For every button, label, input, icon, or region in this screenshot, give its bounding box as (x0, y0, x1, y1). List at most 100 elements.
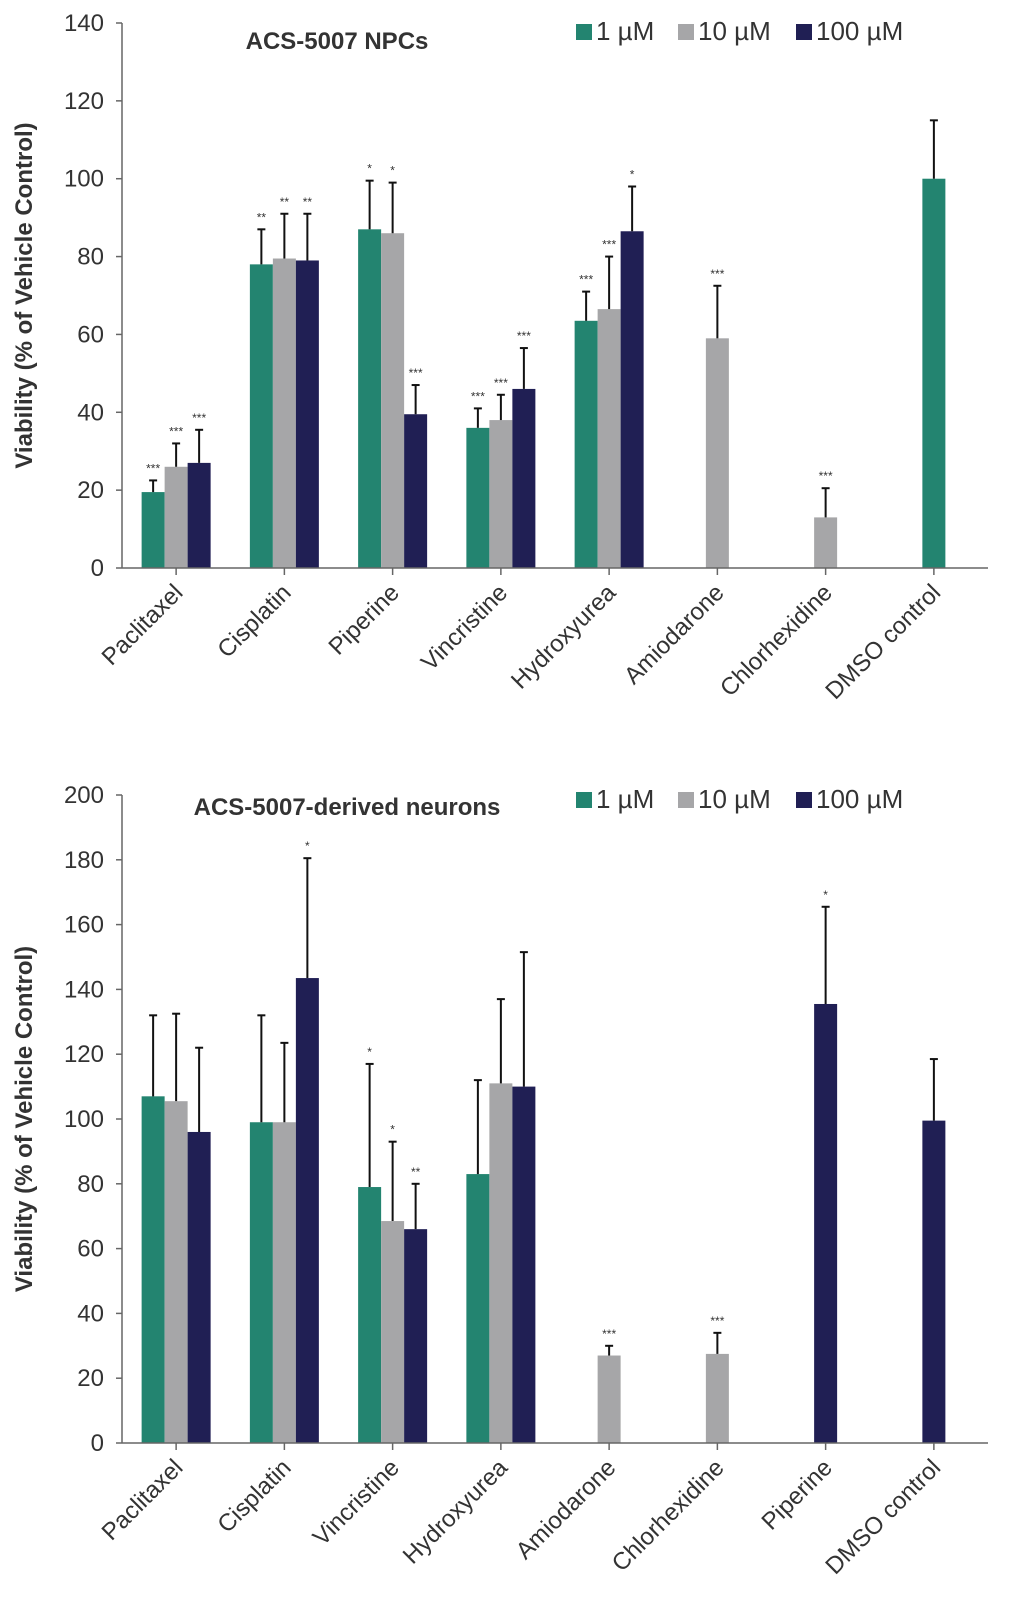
neuron-viability-chart: 0 20 40 60 80 100 120 140 160 180 200 Viability (% … (11, 782, 988, 1580)
y-tick-label: 40 (77, 1300, 104, 1327)
x-tick-label: Hydroxyurea (506, 579, 622, 695)
bar (404, 414, 428, 568)
significance-label: *** (494, 376, 508, 390)
legend-label: 10 µM (698, 784, 771, 814)
significance-label: * (823, 888, 828, 902)
significance-label: *** (169, 424, 183, 438)
significance-label: *** (710, 1314, 724, 1328)
bar (512, 1086, 536, 1443)
bar (489, 1083, 513, 1443)
significance-label: ** (257, 210, 267, 224)
bar (187, 1131, 211, 1443)
significance-label: *** (819, 469, 833, 483)
significance-label: ** (280, 195, 290, 209)
significance-label: *** (471, 389, 485, 403)
y-tick-label: 60 (77, 321, 104, 348)
x-tick-label: Paclitaxel (97, 1454, 189, 1546)
legend-label: 1 µM (596, 16, 654, 46)
y-axis-label: Viability (% of Vehicle Control) (11, 122, 38, 468)
bar (404, 1229, 428, 1443)
significance-label: *** (192, 411, 206, 425)
y-tick-label: 140 (64, 976, 104, 1003)
significance-label: * (390, 1123, 395, 1137)
y-tick-label: 180 (64, 847, 104, 874)
bar (705, 338, 729, 568)
significance-label: ** (411, 1165, 421, 1179)
bar (620, 231, 644, 568)
bar (187, 462, 211, 568)
legend-label: 1 µM (596, 784, 654, 814)
legend-swatch (678, 24, 694, 40)
npc-viability-chart: 0 20 40 60 80 100 120 140 Viability (% of Vehicl… (11, 10, 988, 705)
bar (489, 420, 513, 568)
x-tick-label: Chlorhexidine (607, 1454, 730, 1577)
bar (381, 1221, 405, 1443)
y-tick-label: 100 (64, 166, 104, 193)
bar (922, 1120, 946, 1443)
bar (814, 1003, 838, 1443)
y-tick-label: 0 (91, 555, 104, 582)
bar (597, 309, 621, 568)
legend-swatch (576, 24, 592, 40)
y-tick-label: 20 (77, 477, 104, 504)
bar (272, 1122, 296, 1443)
significance-label: *** (710, 267, 724, 281)
y-tick-label: 80 (77, 1171, 104, 1198)
bar (512, 388, 536, 568)
y-tick-label: 100 (64, 1106, 104, 1133)
legend-label: 100 µM (816, 16, 903, 46)
x-tick-label: Piperine (324, 579, 405, 660)
x-tick-label: Paclitaxel (97, 579, 189, 671)
legend-swatch (796, 792, 812, 808)
bar (922, 178, 946, 568)
significance-label: * (630, 168, 635, 182)
y-tick-label: 60 (77, 1236, 104, 1263)
significance-label: *** (579, 273, 593, 287)
y-tick-label: 200 (64, 782, 104, 809)
significance-label: * (367, 162, 372, 176)
bar (249, 1122, 273, 1443)
bar (295, 978, 319, 1443)
significance-label: *** (409, 366, 423, 380)
x-tick-label: DMSO control (820, 579, 946, 705)
bar (466, 1174, 490, 1443)
y-tick-label: 140 (64, 10, 104, 37)
bar (249, 264, 273, 568)
bar (705, 1353, 729, 1443)
x-tick-label: Cisplatin (212, 579, 296, 663)
bar (814, 517, 838, 568)
significance-label: * (367, 1045, 372, 1059)
significance-label: *** (602, 1327, 616, 1341)
bar (358, 229, 382, 569)
bar (164, 1101, 188, 1443)
bar (597, 1355, 621, 1443)
y-tick-label: 40 (77, 399, 104, 426)
y-tick-label: 80 (77, 244, 104, 271)
x-tick-label: Amiodarone (619, 579, 730, 690)
y-tick-label: 20 (77, 1365, 104, 1392)
bar (574, 320, 598, 568)
legend-label: 100 µM (816, 784, 903, 814)
significance-label: ** (303, 195, 313, 209)
y-tick-label: 0 (91, 1430, 104, 1457)
legend-swatch (678, 792, 694, 808)
significance-label: *** (146, 461, 160, 475)
x-tick-label: Piperine (757, 1454, 838, 1535)
bar (381, 233, 405, 568)
x-tick-label: DMSO control (820, 1454, 946, 1580)
chart-title: ACS-5007-derived neurons (194, 794, 501, 821)
y-tick-label: 120 (64, 1041, 104, 1068)
y-tick-label: 160 (64, 912, 104, 939)
x-tick-label: Chlorhexidine (715, 579, 838, 702)
bar (141, 1096, 165, 1443)
bar (272, 258, 296, 568)
legend-label: 10 µM (698, 16, 771, 46)
bar (141, 492, 165, 568)
chart-title: ACS-5007 NPCs (246, 28, 429, 55)
legend-swatch (576, 792, 592, 808)
x-tick-label: Amiodarone (511, 1454, 622, 1565)
bar (466, 427, 490, 568)
x-tick-label: Hydroxyurea (398, 1454, 514, 1570)
bar (164, 466, 188, 568)
